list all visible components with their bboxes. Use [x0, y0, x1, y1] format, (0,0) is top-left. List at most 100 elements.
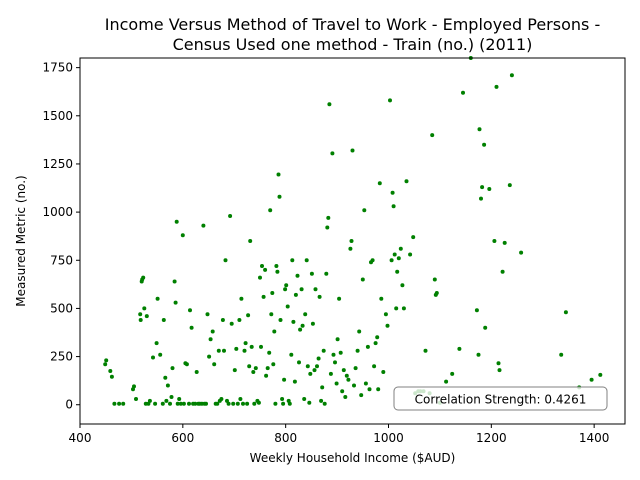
data-point [395, 269, 400, 274]
data-point [278, 318, 283, 322]
data-point [461, 90, 465, 95]
data-point [346, 377, 351, 382]
data-point [173, 300, 178, 305]
x-tick-label: 1400 [579, 431, 610, 445]
data-point [313, 287, 318, 292]
data-point [312, 368, 317, 373]
data-point [208, 337, 213, 342]
plot-area [103, 56, 603, 406]
data-point [235, 401, 240, 406]
data-point [325, 225, 330, 230]
data-point [331, 352, 336, 357]
data-point [132, 384, 136, 389]
data-point [158, 352, 163, 357]
data-point [142, 306, 147, 311]
data-point [292, 379, 297, 384]
y-axis-label: Measured Metric (no.) [14, 175, 28, 306]
data-point [287, 401, 292, 406]
data-point [207, 354, 212, 359]
data-point [394, 306, 399, 311]
data-point [408, 252, 413, 257]
x-tick-label: 1200 [476, 431, 507, 445]
data-point [249, 344, 254, 349]
data-point [151, 355, 155, 360]
y-tick-label: 1500 [42, 109, 73, 123]
data-point [245, 401, 250, 406]
data-point [210, 329, 215, 334]
annotation-text: Correlation Strength: 0.4261 [415, 393, 587, 407]
x-axis-label: Weekly Household Income ($AUD) [250, 451, 456, 465]
data-point [392, 252, 397, 257]
data-point [370, 258, 375, 263]
data-point [444, 379, 449, 384]
data-point [321, 348, 326, 353]
data-points [103, 56, 603, 406]
data-point [480, 185, 485, 190]
data-point [316, 356, 321, 361]
data-point [222, 348, 226, 353]
data-point [177, 397, 182, 401]
data-point [363, 381, 368, 386]
data-point [204, 401, 208, 406]
chart-title-line-2: Census Used one method - Train (no.) (20… [173, 35, 533, 54]
data-point [349, 239, 354, 243]
data-point [389, 258, 394, 263]
data-point [502, 240, 507, 245]
data-point [492, 239, 497, 243]
data-point [322, 401, 327, 406]
data-point [238, 397, 243, 401]
data-point [253, 366, 258, 371]
data-point [320, 385, 325, 390]
data-point [181, 401, 186, 406]
data-point [259, 344, 263, 349]
data-point [168, 401, 172, 406]
data-point [362, 208, 367, 213]
data-point [355, 348, 360, 353]
data-point [281, 401, 286, 406]
data-point [496, 361, 501, 366]
data-point [350, 148, 355, 153]
data-point [231, 401, 236, 406]
data-point [189, 325, 194, 330]
data-point [432, 277, 437, 282]
data-point [112, 401, 117, 406]
data-point [507, 183, 512, 188]
data-point [359, 393, 364, 398]
y-tick-label: 1250 [42, 157, 73, 171]
data-point [184, 362, 189, 367]
data-point [338, 350, 343, 355]
data-point [260, 264, 264, 268]
data-point [434, 291, 439, 295]
data-point [483, 325, 488, 330]
data-point [138, 318, 143, 322]
data-point [400, 283, 405, 288]
data-point [308, 371, 313, 376]
data-point [319, 398, 324, 403]
data-point [519, 250, 524, 255]
x-tick-label: 600 [171, 431, 194, 445]
data-point [317, 294, 322, 299]
data-point [155, 296, 160, 301]
data-point [161, 318, 166, 322]
data-point [360, 277, 365, 282]
y-tick-label: 1750 [42, 61, 73, 75]
data-point [299, 287, 304, 292]
data-point [304, 258, 309, 263]
correlation-annotation: Correlation Strength: 0.4261 [393, 386, 608, 411]
data-point [246, 313, 251, 318]
data-point [165, 383, 170, 388]
data-point [271, 362, 276, 367]
data-point [223, 258, 228, 263]
y-tick-label: 500 [50, 301, 73, 315]
y-tick-label: 250 [50, 350, 73, 364]
data-point [252, 401, 257, 406]
data-point [276, 172, 281, 177]
data-point [376, 387, 381, 392]
data-point [500, 269, 505, 274]
data-point [377, 181, 382, 186]
data-point [241, 401, 245, 406]
data-point [263, 267, 268, 272]
plot-frame [79, 57, 626, 425]
data-point [293, 292, 298, 297]
data-point [307, 400, 312, 405]
